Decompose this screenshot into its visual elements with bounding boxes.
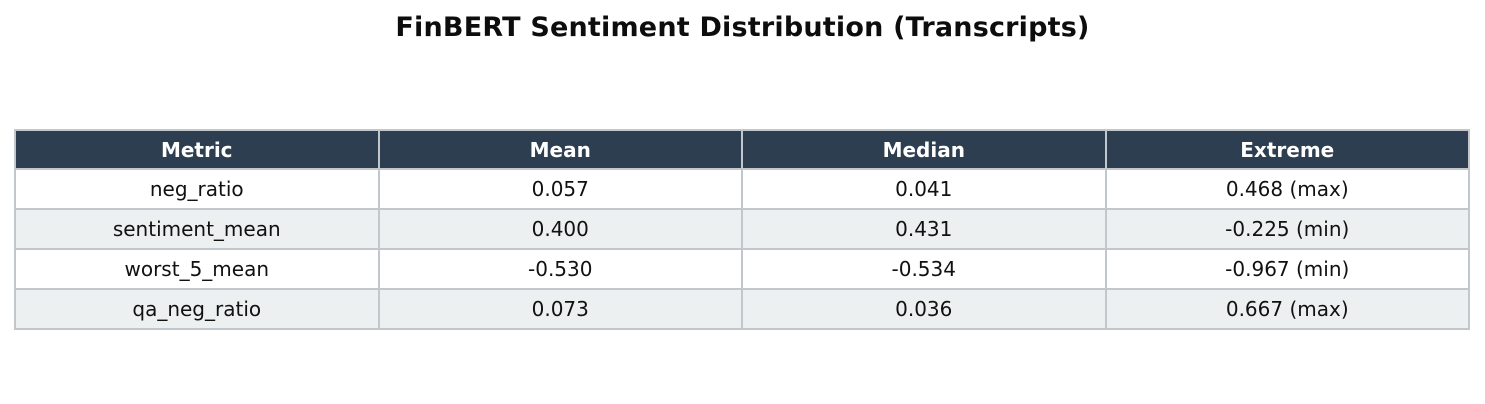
table-header-row: Metric Mean Median Extreme — [14, 129, 1470, 170]
cell-metric: sentiment_mean — [14, 208, 380, 250]
cell-extreme: 0.468 (max) — [1104, 168, 1470, 210]
cell-median: -0.534 — [741, 248, 1107, 290]
cell-mean: 0.073 — [377, 288, 743, 330]
cell-mean: -0.530 — [377, 248, 743, 290]
cell-mean: 0.057 — [377, 168, 743, 210]
cell-median: 0.431 — [741, 208, 1107, 250]
cell-median: 0.041 — [741, 168, 1107, 210]
cell-metric: qa_neg_ratio — [14, 288, 380, 330]
table-row-qa-neg-ratio: qa_neg_ratio 0.073 0.036 0.667 (max) — [14, 288, 1470, 330]
table-row-sentiment-mean: sentiment_mean 0.400 0.431 -0.225 (min) — [14, 208, 1470, 250]
cell-extreme: 0.667 (max) — [1104, 288, 1470, 330]
sentiment-table: Metric Mean Median Extreme neg_ratio 0.0… — [14, 129, 1470, 330]
column-header-mean: Mean — [377, 129, 743, 170]
column-header-median: Median — [741, 129, 1107, 170]
column-header-metric: Metric — [14, 129, 380, 170]
cell-median: 0.036 — [741, 288, 1107, 330]
cell-extreme: -0.967 (min) — [1104, 248, 1470, 290]
table-row-worst-5-mean: worst_5_mean -0.530 -0.534 -0.967 (min) — [14, 248, 1470, 290]
cell-metric: neg_ratio — [14, 168, 380, 210]
table-row-neg-ratio: neg_ratio 0.057 0.041 0.468 (max) — [14, 168, 1470, 210]
cell-metric: worst_5_mean — [14, 248, 380, 290]
column-header-extreme: Extreme — [1104, 129, 1470, 170]
cell-mean: 0.400 — [377, 208, 743, 250]
cell-extreme: -0.225 (min) — [1104, 208, 1470, 250]
page-title: FinBERT Sentiment Distribution (Transcri… — [395, 12, 1090, 43]
